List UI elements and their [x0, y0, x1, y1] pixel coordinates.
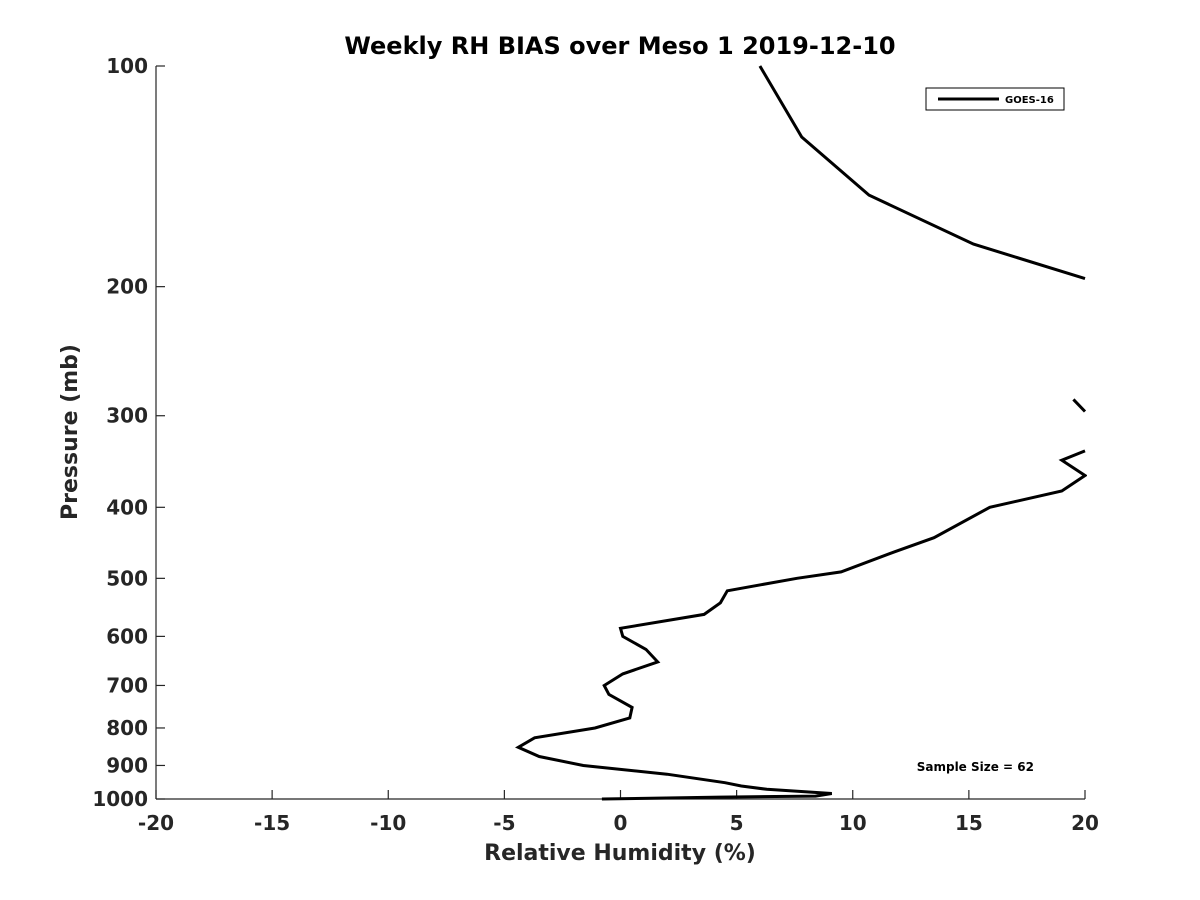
- x-tick-label: -5: [493, 811, 515, 835]
- y-axis: 100 200 300 400 500 600 700 800 900 1000: [92, 54, 165, 811]
- x-axis-label: Relative Humidity (%): [484, 841, 756, 866]
- y-tick-label: 500: [106, 566, 148, 590]
- series-line-segment: [1072, 398, 1087, 413]
- x-tick-label: 5: [730, 811, 744, 835]
- y-tick-label: 400: [106, 495, 148, 519]
- y-tick-label: 700: [106, 673, 148, 697]
- sample-size-annotation: Sample Size = 62: [917, 760, 1034, 774]
- y-tick-label: 900: [106, 753, 148, 777]
- y-tick-label: 1000: [92, 787, 148, 811]
- x-tick-label: -20: [138, 811, 174, 835]
- y-tick-label: 200: [106, 275, 148, 299]
- series-line-segment: [758, 65, 1086, 281]
- y-tick-label: 100: [106, 54, 148, 78]
- x-tick-label: -15: [254, 811, 290, 835]
- x-tick-label: 20: [1071, 811, 1099, 835]
- x-tick-label: 15: [955, 811, 983, 835]
- x-tick-label: 0: [614, 811, 628, 835]
- series-layer: [515, 65, 1087, 801]
- legend: GOES-16: [925, 87, 1065, 111]
- chart-title: Weekly RH BIAS over Meso 1 2019-12-10: [344, 32, 895, 60]
- y-tick-label: 300: [106, 404, 148, 428]
- legend-label: GOES-16: [1005, 95, 1054, 106]
- y-axis-label: Pressure (mb): [58, 344, 83, 520]
- series-line-segment: [515, 449, 1087, 801]
- x-tick-label: 10: [839, 811, 867, 835]
- y-tick-label: 800: [106, 716, 148, 740]
- x-tick-label: -10: [370, 811, 406, 835]
- y-tick-label: 600: [106, 624, 148, 648]
- x-axis: -20 -15 -10 -5 0 5 10 15 20: [138, 790, 1099, 835]
